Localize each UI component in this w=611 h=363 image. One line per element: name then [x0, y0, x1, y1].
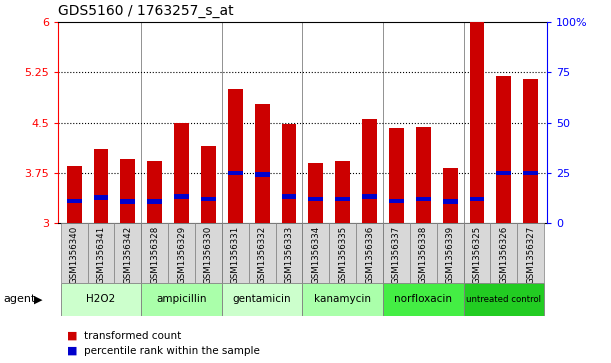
FancyBboxPatch shape: [249, 223, 276, 283]
Text: ■: ■: [67, 331, 78, 341]
Text: GSM1356338: GSM1356338: [419, 226, 428, 284]
FancyBboxPatch shape: [114, 223, 141, 283]
Text: GSM1356342: GSM1356342: [123, 226, 133, 284]
Text: GSM1356332: GSM1356332: [258, 226, 266, 284]
Text: GSM1356337: GSM1356337: [392, 226, 401, 284]
Text: GSM1356330: GSM1356330: [204, 226, 213, 284]
Bar: [201, 197, 216, 201]
Bar: [524, 79, 538, 223]
Bar: [255, 172, 269, 176]
Bar: [147, 162, 162, 223]
FancyBboxPatch shape: [222, 283, 302, 316]
Bar: [67, 199, 81, 203]
Text: gentamicin: gentamicin: [233, 294, 291, 305]
FancyBboxPatch shape: [141, 223, 168, 283]
Text: untreated control: untreated control: [466, 295, 541, 304]
Bar: [497, 171, 511, 175]
FancyBboxPatch shape: [302, 283, 383, 316]
Text: GSM1356328: GSM1356328: [150, 226, 159, 284]
Bar: [416, 197, 431, 201]
Bar: [174, 194, 189, 199]
Bar: [201, 146, 216, 223]
Bar: [67, 166, 81, 223]
Bar: [389, 128, 404, 223]
FancyBboxPatch shape: [276, 223, 302, 283]
FancyBboxPatch shape: [141, 283, 222, 316]
Bar: [93, 150, 108, 223]
Text: GSM1356326: GSM1356326: [499, 226, 508, 284]
Bar: [497, 76, 511, 223]
FancyBboxPatch shape: [437, 223, 464, 283]
Bar: [335, 161, 350, 223]
Text: GSM1356333: GSM1356333: [285, 226, 293, 284]
Text: GSM1356331: GSM1356331: [231, 226, 240, 284]
FancyBboxPatch shape: [410, 223, 437, 283]
Bar: [282, 194, 296, 199]
Bar: [228, 171, 243, 175]
Bar: [362, 194, 377, 199]
Text: GSM1356336: GSM1356336: [365, 226, 374, 284]
Bar: [335, 197, 350, 201]
FancyBboxPatch shape: [168, 223, 195, 283]
FancyBboxPatch shape: [60, 283, 141, 316]
Text: percentile rank within the sample: percentile rank within the sample: [84, 346, 260, 356]
Bar: [443, 199, 458, 204]
Text: GSM1356329: GSM1356329: [177, 226, 186, 284]
Text: GSM1356340: GSM1356340: [70, 226, 79, 284]
Text: ■: ■: [67, 346, 78, 356]
Text: GSM1356339: GSM1356339: [445, 226, 455, 284]
Bar: [416, 127, 431, 223]
Bar: [255, 104, 269, 223]
Text: GSM1356335: GSM1356335: [338, 226, 347, 284]
FancyBboxPatch shape: [60, 223, 87, 283]
Bar: [93, 195, 108, 200]
FancyBboxPatch shape: [464, 283, 544, 316]
Text: GSM1356327: GSM1356327: [526, 226, 535, 284]
Bar: [470, 197, 485, 201]
Bar: [389, 199, 404, 203]
FancyBboxPatch shape: [383, 223, 410, 283]
FancyBboxPatch shape: [383, 283, 464, 316]
Bar: [174, 123, 189, 223]
FancyBboxPatch shape: [329, 223, 356, 283]
Bar: [228, 89, 243, 223]
Bar: [120, 199, 135, 204]
FancyBboxPatch shape: [464, 223, 491, 283]
Bar: [362, 119, 377, 223]
FancyBboxPatch shape: [87, 223, 114, 283]
FancyBboxPatch shape: [518, 223, 544, 283]
Text: transformed count: transformed count: [84, 331, 181, 341]
FancyBboxPatch shape: [222, 223, 249, 283]
Bar: [470, 22, 485, 223]
Bar: [443, 168, 458, 223]
Text: kanamycin: kanamycin: [314, 294, 371, 305]
Bar: [309, 163, 323, 223]
Text: GSM1356325: GSM1356325: [472, 226, 481, 284]
FancyBboxPatch shape: [302, 223, 329, 283]
Text: norfloxacin: norfloxacin: [394, 294, 452, 305]
FancyBboxPatch shape: [491, 223, 518, 283]
Text: GSM1356341: GSM1356341: [97, 226, 106, 284]
Text: GSM1356334: GSM1356334: [312, 226, 320, 284]
Bar: [120, 159, 135, 223]
Text: GDS5160 / 1763257_s_at: GDS5160 / 1763257_s_at: [58, 4, 233, 18]
Text: H2O2: H2O2: [86, 294, 115, 305]
Bar: [524, 171, 538, 175]
Bar: [282, 124, 296, 223]
Bar: [309, 197, 323, 201]
Text: agent: agent: [3, 294, 35, 305]
FancyBboxPatch shape: [195, 223, 222, 283]
Text: ampicillin: ampicillin: [156, 294, 207, 305]
Text: ▶: ▶: [34, 294, 42, 305]
Bar: [147, 199, 162, 204]
FancyBboxPatch shape: [356, 223, 383, 283]
